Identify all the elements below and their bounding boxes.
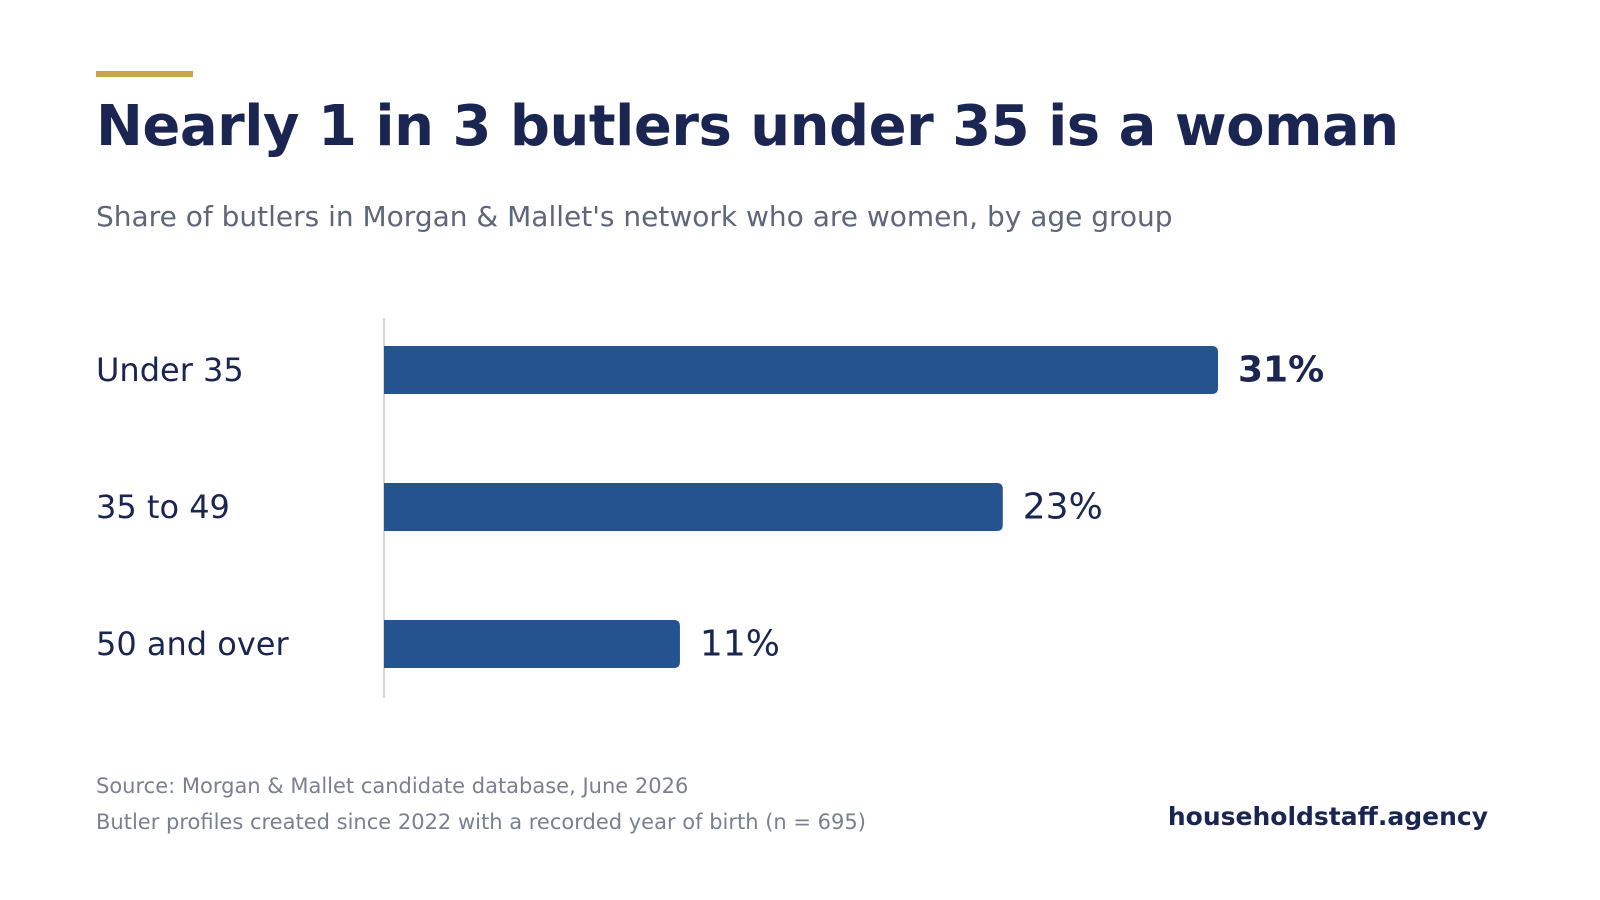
value-label: 23% — [1023, 487, 1103, 528]
accent-rule — [96, 71, 193, 77]
value-label: 31% — [1238, 350, 1324, 391]
source-note: Source: Morgan & Mallet candidate databa… — [96, 768, 866, 840]
chart-subtitle: Share of butlers in Morgan & Mallet's ne… — [96, 200, 1173, 233]
sample-note: Butler profiles created since 2022 with … — [96, 810, 866, 834]
category-label: Under 35 — [96, 351, 244, 389]
bar — [384, 346, 1218, 394]
brand-link[interactable]: householdstaff.agency — [1167, 802, 1488, 831]
chart-title: Nearly 1 in 3 butlers under 35 is a woma… — [96, 94, 1399, 159]
category-label: 35 to 49 — [96, 488, 230, 526]
bar — [384, 620, 680, 668]
bar — [384, 483, 1003, 531]
source-line: Source: Morgan & Mallet candidate databa… — [96, 774, 689, 798]
category-label: 50 and over — [96, 625, 289, 663]
value-label: 11% — [700, 624, 780, 665]
